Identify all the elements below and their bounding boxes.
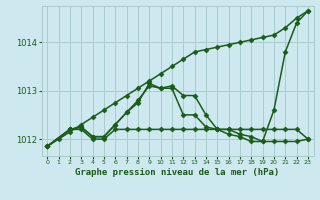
X-axis label: Graphe pression niveau de la mer (hPa): Graphe pression niveau de la mer (hPa): [76, 168, 280, 177]
